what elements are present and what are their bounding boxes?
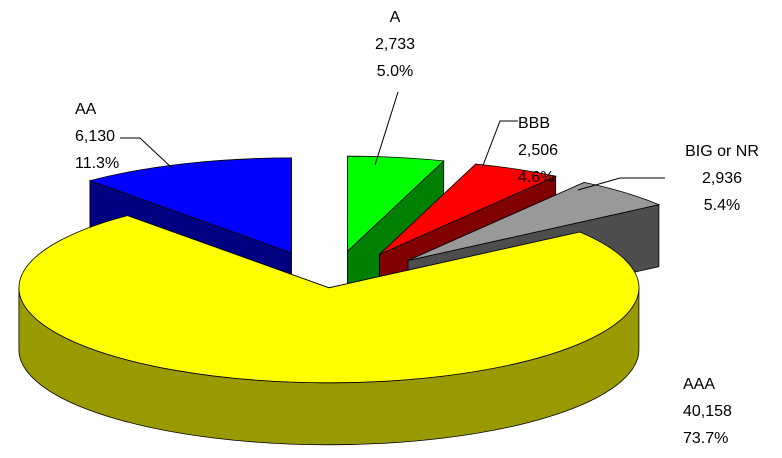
slice-top (379, 163, 557, 255)
slice-top (88, 157, 292, 254)
label-name: AA (75, 101, 97, 118)
leader-line (577, 177, 665, 191)
slice-top (407, 181, 661, 261)
slice-top (18, 215, 640, 384)
data-label: BBB 2,506 4.6% (518, 115, 558, 186)
leader-line (120, 137, 173, 169)
label-percent: 73.7% (683, 430, 728, 447)
label-percent: 4.6% (518, 169, 554, 186)
label-value: 6,130 (75, 128, 115, 145)
label-value: 2,506 (518, 142, 558, 159)
label-percent: 11.3% (75, 155, 119, 172)
label-value: 40,158 (683, 403, 732, 420)
data-label: BIG or NR 2,936 5.4% (685, 143, 759, 214)
leader-line (374, 91, 399, 166)
pie (18, 155, 661, 446)
data-label: AA 6,130 11.3% (75, 101, 119, 172)
label-name: A (390, 9, 401, 26)
labels: A 2,733 5.0% BBB 2,506 4.6% BIG or NR 2,936 5.4%… (75, 9, 759, 447)
pie-slice (18, 215, 640, 446)
slice-top (347, 155, 445, 253)
pie-slice (347, 155, 445, 315)
data-label: A 2,733 5.0% (375, 9, 415, 80)
label-name: AAA (683, 376, 715, 393)
label-name: BBB (518, 115, 550, 132)
label-name: BIG or NR (685, 143, 759, 160)
leader-line (481, 120, 518, 169)
label-percent: 5.0% (377, 63, 413, 80)
label-value: 2,936 (702, 170, 742, 187)
label-value: 2,733 (375, 36, 415, 53)
label-percent: 5.4% (704, 197, 740, 214)
data-label: AAA 40,158 73.7% (683, 376, 732, 447)
